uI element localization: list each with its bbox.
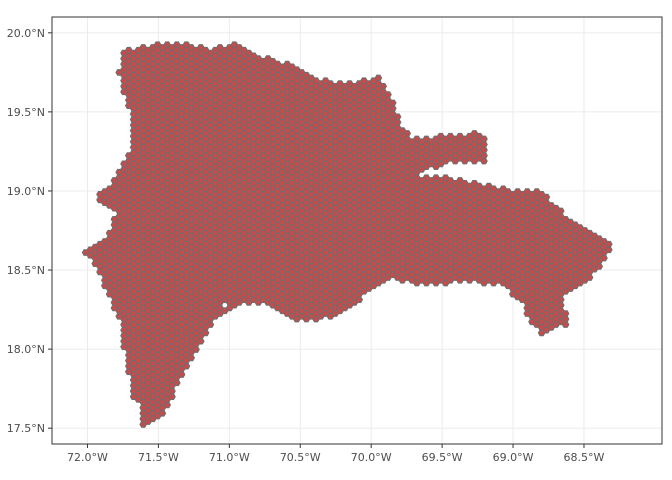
y-tick-label: 19.5°N [7,106,45,119]
x-tick-label: 70.5°W [280,451,321,464]
hexagon-grid [81,41,613,428]
x-tick-label: 68.5°W [564,451,605,464]
x-tick-label: 69.0°W [493,451,534,464]
y-tick-label: 17.5°N [7,422,45,435]
y-tick-label: 18.5°N [7,264,45,277]
x-tick-label: 72.0°W [67,451,108,464]
y-axis: 20.0°N 19.5°N 19.0°N 18.5°N 18.0°N 17.5°N [7,27,52,435]
x-tick-label: 71.5°W [138,451,179,464]
x-tick-label: 69.5°W [422,451,463,464]
x-tick-label: 71.0°W [209,451,250,464]
panel-border [51,16,663,445]
hexagon-cells [81,41,613,428]
y-tick-label: 19.0°N [7,185,45,198]
y-tick-label: 20.0°N [7,27,45,40]
x-tick-label: 70.0°W [351,451,392,464]
y-tick-label: 18.0°N [7,343,45,356]
x-axis: 72.0°W 71.5°W 71.0°W 70.5°W 70.0°W 69.5°W 69.0… [67,444,605,464]
